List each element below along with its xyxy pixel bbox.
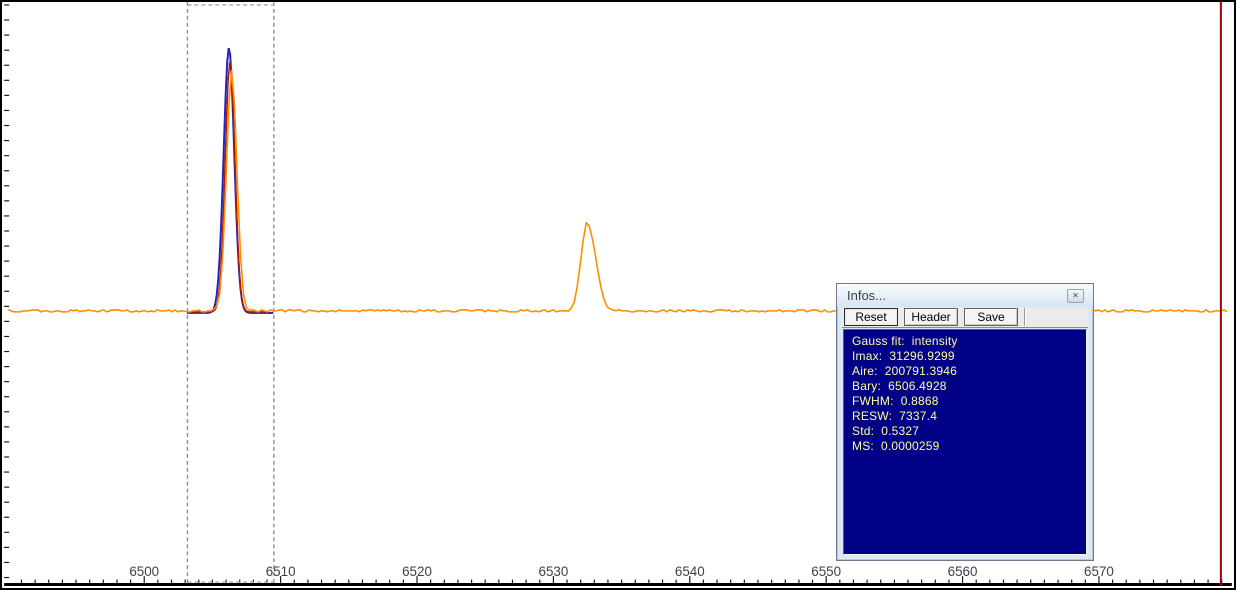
info-line: Std: 0.5327 [852,424,920,438]
infos-dialog[interactable]: Infos... ✕ Reset Header Save Gauss fit: … [836,283,1094,561]
header-button[interactable]: Header [904,308,958,326]
info-line: Gauss fit: intensity [852,334,958,348]
infos-dialog-titlebar[interactable]: Infos... ✕ [837,284,1093,307]
info-line: RESW: 7337.4 [852,409,938,423]
reset-button[interactable]: Reset [844,308,898,326]
gauss-fit-results-panel: Gauss fit: intensity Imax: 31296.9299 Aire… [843,329,1087,555]
close-icon[interactable]: ✕ [1067,289,1084,303]
x-tick-label: 6530 [539,564,569,579]
info-line: Aire: 200791.3946 [852,364,958,378]
info-line: MS: 0.0000259 [852,439,940,453]
info-line: FWHM: 0.8868 [852,394,939,408]
x-tick-label: 6560 [948,564,978,579]
x-tick-label: 6570 [1084,564,1114,579]
infos-toolbar: Reset Header Save [842,307,1088,328]
toolbar-separator [1024,308,1025,326]
save-button[interactable]: Save [964,308,1018,326]
x-tick-label: 6510 [266,564,296,579]
spectrum-curve [7,69,1228,313]
info-line: Imax: 31296.9299 [852,349,955,363]
x-tick-label: 6540 [675,564,705,579]
x-tick-label: 6500 [129,564,159,579]
gauss-fit-curve-blue [186,47,274,314]
info-line: Bary: 6506.4928 [852,379,947,393]
infos-dialog-title: Infos... [847,288,887,303]
x-tick-label: 6520 [402,564,432,579]
x-tick-label: 6550 [811,564,841,579]
